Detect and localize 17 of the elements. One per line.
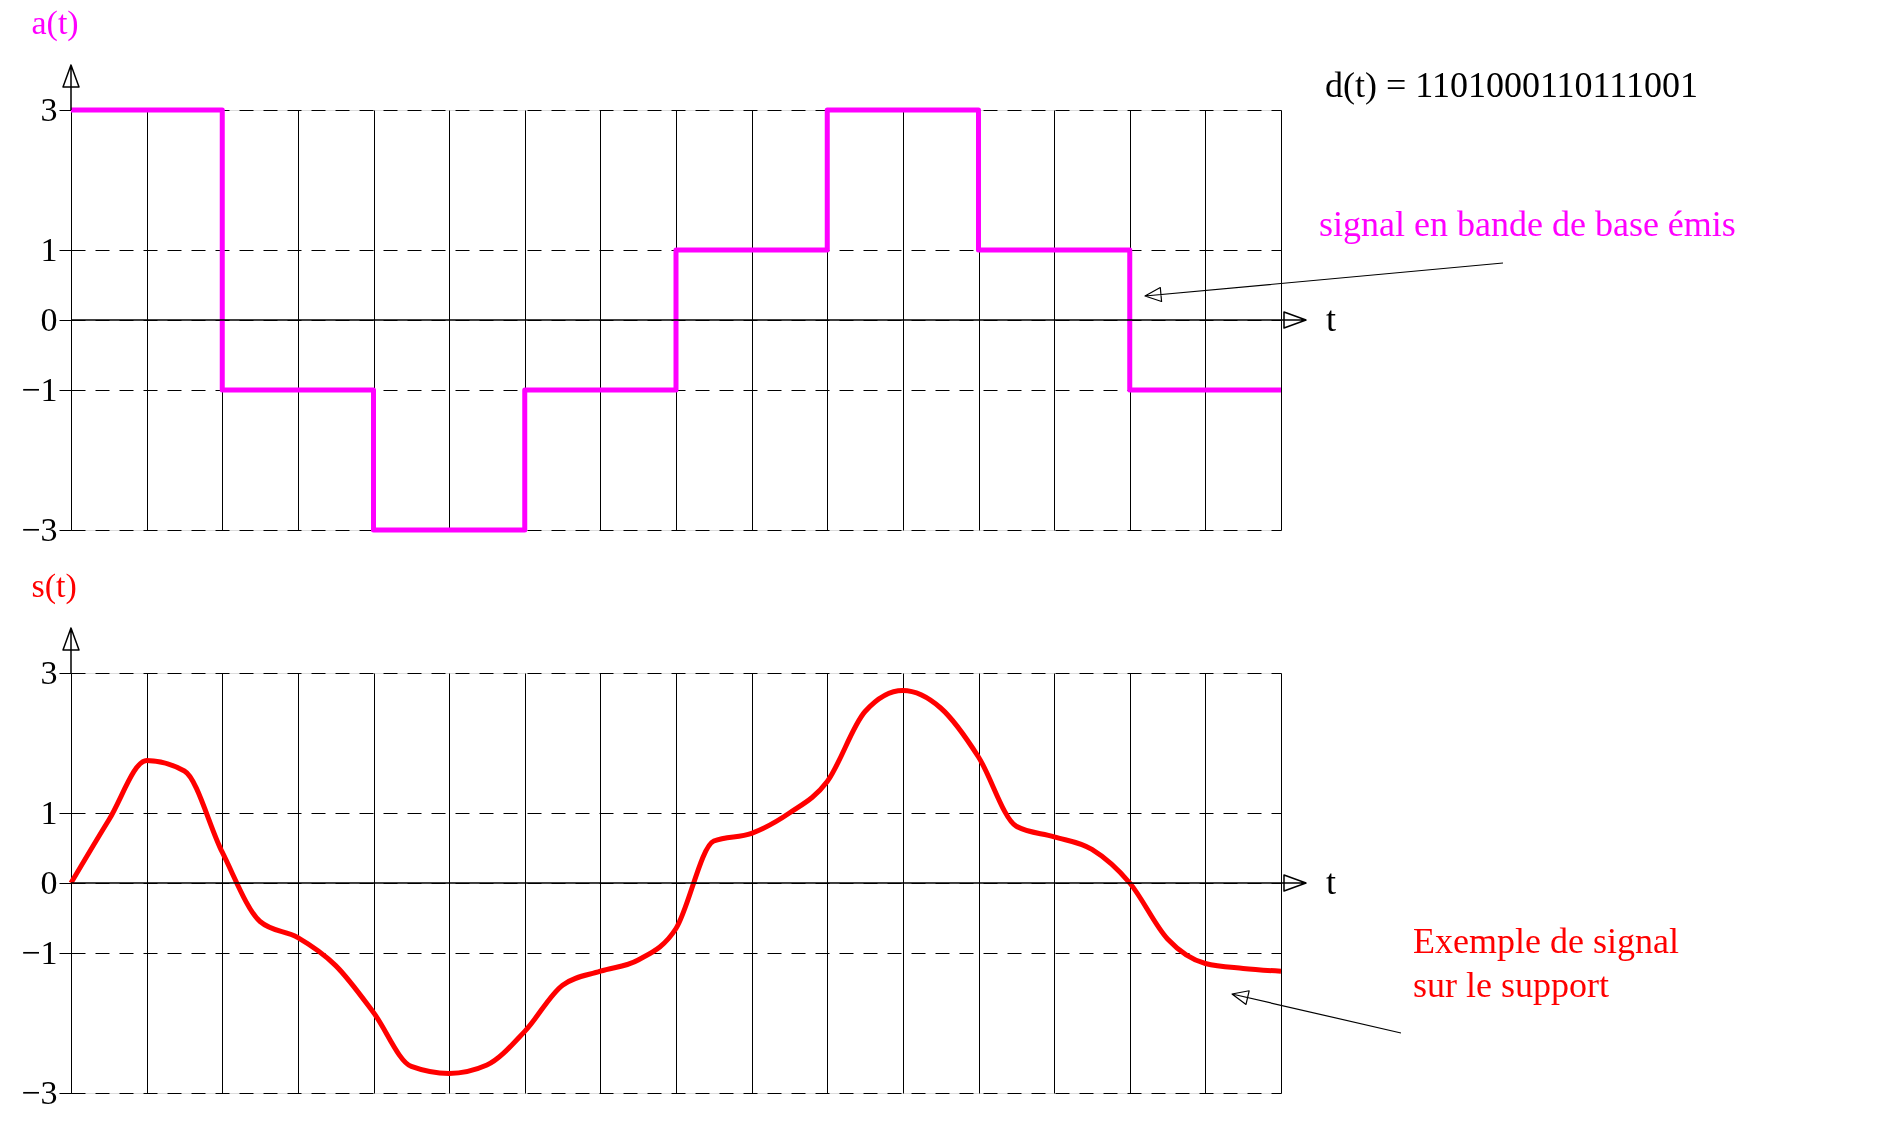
text: signal en bande de base émis	[1319, 204, 1736, 245]
text: Exemple de signal sur le support	[1413, 920, 1679, 1005]
y-tick-label: 1	[40, 793, 58, 831]
y-tick-label: −3	[21, 1073, 58, 1111]
x-axis-title: t	[1326, 862, 1337, 902]
text: d(t) = 1101000110111001	[1325, 65, 1698, 106]
y-tick-label: 1	[40, 230, 58, 268]
y-axis-title: a(t)	[31, 3, 79, 42]
y-tick-label: 0	[40, 863, 58, 901]
y-tick-label: 3	[40, 90, 58, 128]
y-tick-label: 0	[40, 300, 58, 338]
y-tick-label: −1	[21, 933, 58, 971]
y-tick-label: 3	[40, 653, 58, 691]
y-tick-label: −3	[21, 510, 58, 548]
y-axis-title: s(t)	[31, 566, 77, 605]
x-axis-title: t	[1326, 299, 1337, 339]
y-tick-label: −1	[21, 370, 58, 408]
